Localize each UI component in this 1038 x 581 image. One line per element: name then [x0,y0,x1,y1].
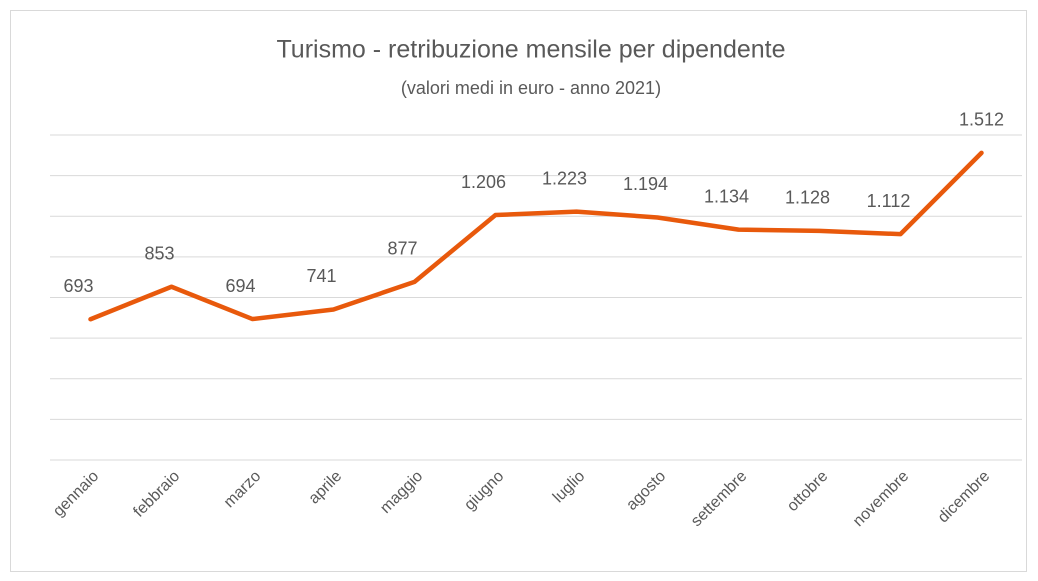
chart-title: Turismo - retribuzione mensile per dipen… [276,36,785,64]
line [88,150,984,322]
data-label: 741 [306,266,336,286]
data-label: 1.194 [623,174,668,194]
data-label: 1.128 [785,188,830,208]
data-label: 693 [63,276,93,296]
data-label: 1.112 [867,191,911,211]
data-label: 1.223 [542,168,587,188]
data-label: 1.512 [959,110,1004,130]
data-label: 1.134 [704,186,749,206]
data-label: 853 [144,243,174,263]
data-label: 877 [387,239,417,259]
data-label: 694 [225,276,255,296]
data-label: 1.206 [461,172,506,192]
chart-subtitle: (valori medi in euro - anno 2021) [401,78,661,98]
